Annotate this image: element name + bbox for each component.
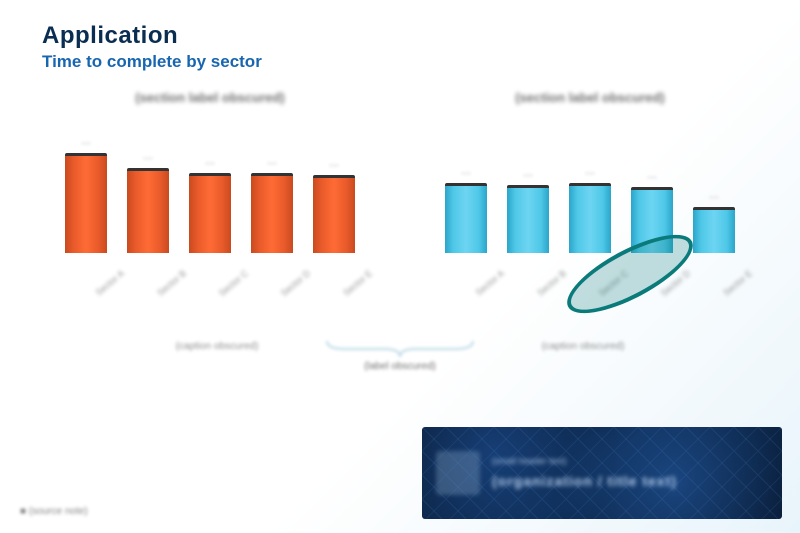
page-subtitle: Time to complete by sector [42,52,800,72]
bar: ··· [502,170,554,253]
chart-left: (section label obscured) ··· ··· ··· ···… [40,90,380,269]
bar: ··· [308,160,360,253]
header: Application Time to complete by sector [0,0,800,72]
bar: ··· [564,168,616,253]
bar: ··· [688,192,740,253]
brace-right-text: (caption obscured) [483,339,683,352]
bar: ··· [184,158,236,253]
brace-left-text: (caption obscured) [117,339,317,352]
footer-card: (small header text) (organization / titl… [422,427,782,519]
brace-icon [325,339,475,359]
bar: ··· [626,172,678,253]
chart-right-xlabels: Sector A Sector B Sector C Sector D Sect… [420,259,760,269]
footer-card-text: (small header text) (organization / titl… [492,455,768,491]
bar: ··· [60,138,112,253]
brace-row: (caption obscured) (label obscured) (cap… [0,339,800,372]
chart-left-xlabels: Sector A Sector B Sector C Sector D Sect… [40,259,380,269]
bar: ··· [246,158,298,253]
bar: ··· [122,153,174,253]
footer-logo [436,451,480,495]
footer-source-note: ■ (source note) [20,506,88,517]
chart-right-title: (section label obscured) [420,90,760,105]
chart-right-bars: ··· ··· ··· ··· ··· [420,123,760,253]
chart-right: (section label obscured) ··· ··· ··· ···… [420,90,760,269]
brace-center: (label obscured) [325,339,475,372]
bar: ··· [440,168,492,253]
chart-left-bars: ··· ··· ··· ··· ··· [40,123,380,253]
chart-left-title: (section label obscured) [40,90,380,105]
page-title: Application [42,22,800,50]
charts-row: (section label obscured) ··· ··· ··· ···… [0,72,800,269]
